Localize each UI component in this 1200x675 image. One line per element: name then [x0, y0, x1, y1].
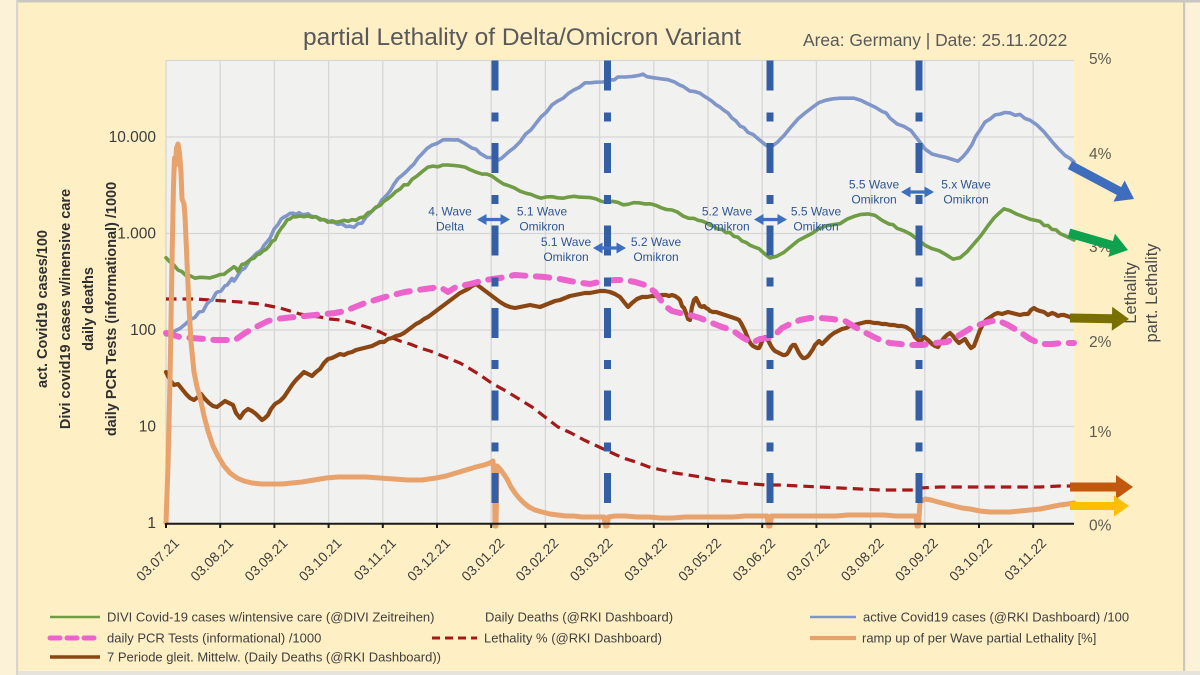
svg-text:5.1 Wave: 5.1 Wave — [541, 235, 592, 249]
svg-text:2%: 2% — [1089, 334, 1112, 351]
svg-text:5.5 Wave: 5.5 Wave — [791, 205, 842, 219]
svg-text:Omikron: Omikron — [543, 250, 588, 264]
svg-text:act. Covid19 cases/100: act. Covid19 cases/100 — [35, 230, 51, 388]
svg-text:10.000: 10.000 — [109, 129, 157, 146]
svg-text:Delta: Delta — [436, 220, 464, 234]
svg-text:part. Lethality: part. Lethality — [1143, 243, 1161, 343]
svg-text:1.000: 1.000 — [117, 226, 156, 243]
svg-text:Omikron: Omikron — [943, 193, 988, 207]
svg-text:Divi covid19 cases w/inensive: Divi covid19 cases w/inensive care — [58, 189, 74, 429]
svg-text:daily deaths: daily deaths — [81, 267, 97, 351]
svg-text:DIVI Covid-19 cases w/intensi: DIVI Covid-19 cases w/intensive care (@D… — [107, 610, 434, 625]
svg-text:active Covid19 cases (@RKI Das: active Covid19 cases (@RKI Dashboard) /1… — [863, 610, 1129, 625]
svg-text:Daily Deaths (@RKI Dashboard): Daily Deaths (@RKI Dashboard) — [485, 610, 673, 625]
svg-text:4%: 4% — [1089, 146, 1112, 163]
svg-text:1%: 1% — [1089, 424, 1112, 441]
svg-text:Omikron: Omikron — [633, 250, 678, 264]
svg-text:Omikron: Omikron — [704, 220, 749, 234]
svg-text:5%: 5% — [1089, 51, 1112, 68]
svg-text:Omikron: Omikron — [851, 193, 896, 207]
svg-text:Lethality: Lethality — [1122, 262, 1140, 324]
svg-text:4. Wave: 4. Wave — [428, 205, 472, 219]
svg-text:7 Periode gleit. Mittelw. (Dai: 7 Periode gleit. Mittelw. (Daily Deaths … — [107, 650, 441, 665]
svg-text:100: 100 — [130, 322, 156, 339]
svg-text:daily PCR Tests (informational: daily PCR Tests (informational) /1000 — [107, 631, 321, 646]
svg-text:0%: 0% — [1089, 518, 1112, 535]
svg-text:10: 10 — [139, 419, 157, 436]
svg-text:Area: Germany | Date: 25.11.20: Area: Germany | Date: 25.11.2022 — [803, 30, 1067, 50]
svg-text:partial Lethality of Delta/Omi: partial Lethality of Delta/Omicron Varia… — [303, 24, 741, 51]
svg-text:1: 1 — [147, 515, 156, 532]
svg-text:Lethality % (@RKI Dashboard): Lethality % (@RKI Dashboard) — [484, 631, 662, 646]
svg-text:Omikron: Omikron — [519, 220, 564, 234]
svg-text:5.2 Wave: 5.2 Wave — [631, 235, 682, 249]
svg-text:5.x Wave: 5.x Wave — [941, 178, 991, 192]
svg-text:5.1 Wave: 5.1 Wave — [517, 205, 568, 219]
svg-text:ramp up of per Wave partial Le: ramp up of per Wave partial Lethality [%… — [862, 631, 1096, 646]
svg-text:Omikron: Omikron — [793, 220, 838, 234]
svg-text:5.5 Wave: 5.5 Wave — [849, 178, 900, 192]
svg-text:5.2 Wave: 5.2 Wave — [702, 205, 753, 219]
svg-text:daily PCR Tests (informational: daily PCR Tests (informational) /1000 — [104, 182, 120, 436]
